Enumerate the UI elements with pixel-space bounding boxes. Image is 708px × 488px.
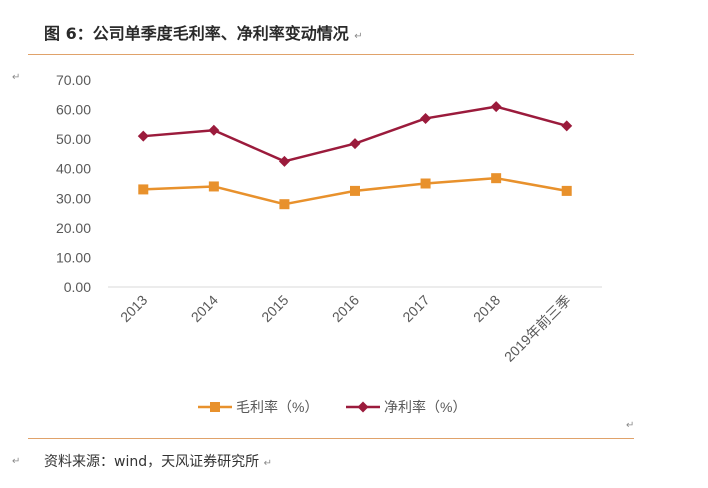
x-tick-label: 2018 [470, 292, 503, 325]
source-note: 资料来源：wind，天风证券研究所 ↵ [44, 451, 272, 471]
figure-title: 图 6：公司单季度毛利率、净利率变动情况 ↵ [44, 20, 363, 44]
x-tick-label: 2016 [329, 292, 362, 325]
data-point-diamond [420, 112, 432, 124]
y-tick-label: 10.00 [56, 249, 91, 265]
data-point-square [491, 173, 502, 184]
x-tick-label: 2013 [117, 292, 150, 325]
y-tick-label: 30.00 [56, 190, 91, 206]
paragraph-mark: ↵ [12, 72, 21, 83]
series-line-2 [143, 105, 568, 163]
margin-line-chart: 0.0010.0020.0030.0040.0050.0060.0070.00 … [56, 72, 602, 415]
paragraph-mark: ↵ [12, 456, 21, 467]
x-tick-label: 2017 [399, 292, 432, 325]
footer-divider [28, 438, 634, 439]
legend-marker-diamond [357, 401, 369, 413]
y-axis: 0.00 10.00 20.00 30.00 40.00 50.00 60.00 70.00 [56, 72, 91, 295]
paragraph-mark: ↵ [354, 31, 363, 42]
chart-series [137, 101, 573, 210]
y-tick-label: 70.00 [56, 72, 91, 88]
paragraph-mark: ↵ [263, 458, 272, 469]
chart-legend: 毛利率（%） 净利率（%） [198, 399, 466, 415]
paragraph-mark: ↵ [626, 420, 635, 431]
data-point-square [350, 185, 360, 196]
x-tick-label: 2019年前三季 [501, 292, 574, 365]
y-tick-label: 50.00 [56, 131, 91, 147]
data-point-square [138, 184, 149, 195]
x-tick-label: 2015 [258, 292, 291, 325]
data-point-diamond [208, 124, 220, 136]
figure-title-text: 图 6：公司单季度毛利率、净利率变动情况 [44, 24, 349, 43]
data-point-diamond [490, 101, 502, 113]
data-point-square [420, 178, 431, 189]
data-point-square [279, 199, 290, 210]
data-point-diamond [137, 130, 149, 142]
y-tick-label: 20.00 [56, 220, 91, 236]
y-tick-label: 60.00 [56, 102, 91, 118]
legend-marker-square [210, 402, 220, 412]
y-tick-label: 40.00 [56, 161, 91, 177]
data-point-square [561, 185, 572, 196]
data-point-diamond [349, 138, 361, 150]
title-divider [28, 54, 634, 55]
data-point-diamond [278, 155, 290, 167]
source-text: 资料来源：wind，天风证券研究所 [44, 454, 260, 470]
x-tick-label: 2014 [188, 292, 221, 325]
data-point-diamond [561, 120, 573, 132]
legend-label: 毛利率（%） [236, 399, 318, 415]
legend-label: 净利率（%） [384, 399, 466, 415]
y-tick-label: 0.00 [64, 279, 91, 295]
data-point-square [208, 181, 219, 192]
